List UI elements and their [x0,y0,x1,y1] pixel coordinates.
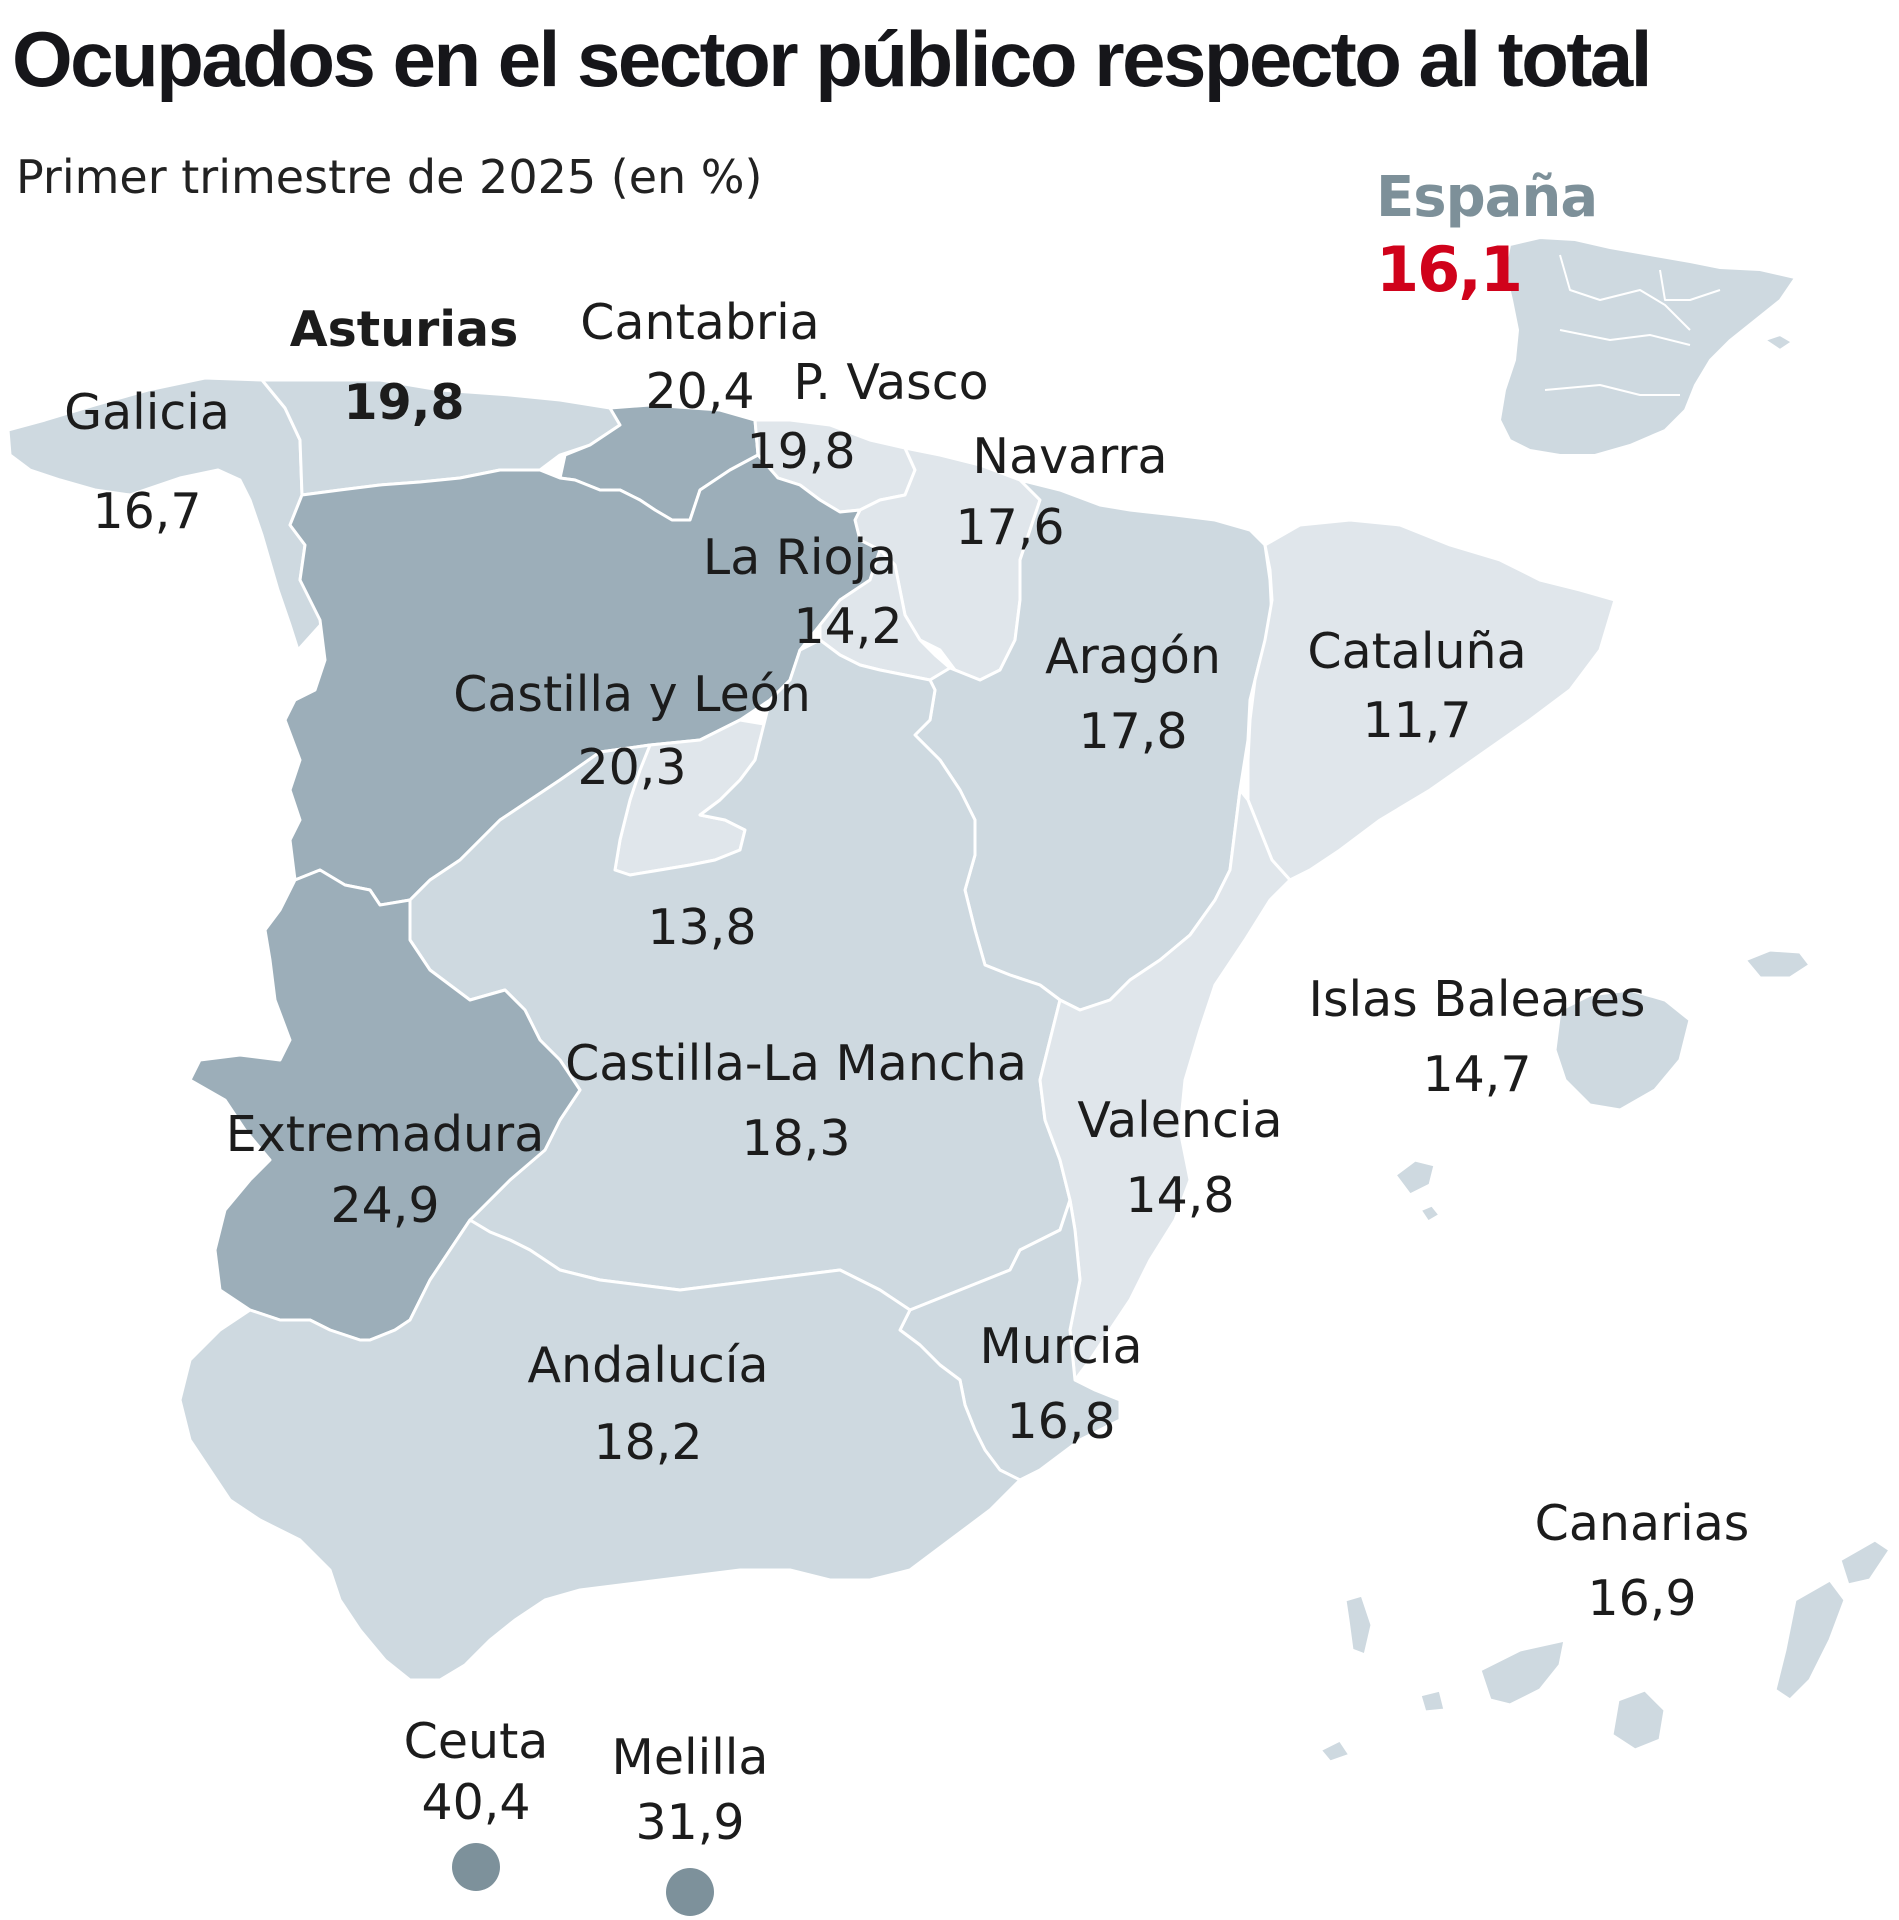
region-value: 18,3 [741,1110,851,1167]
region-name: Galicia [64,384,230,441]
region-name: P. Vasco [793,354,989,411]
region-name: Castilla y León [453,666,811,723]
region-value: 11,7 [1362,692,1472,749]
subtitle: Primer trimestre de 2025 (en %) [16,150,763,204]
label-cantabria: Cantabria 20,4 [580,298,819,416]
region-name: Cataluña [1307,623,1527,680]
label-navarra: Navarra 17,6 [955,432,1167,552]
label-melilla: Melilla 31,9 [612,1733,769,1847]
region-value: 16,9 [1587,1570,1697,1627]
label-castilla-y-leon: Castilla y León 20,3 [453,670,811,792]
region-baleares-menorca [1743,948,1812,980]
region-name: Islas Baleares [1308,971,1646,1028]
region-value: 14,8 [1125,1167,1235,1224]
region-name: Melilla [611,1729,769,1786]
region-name: La Rioja [702,529,898,586]
label-castilla-la-mancha: Castilla-La Mancha 18,3 [565,1039,1027,1163]
region-canarias-el-hierro [1318,1738,1352,1764]
label-baleares: Islas Baleares 14,7 [1309,975,1646,1099]
region-canarias-la-gomera [1418,1688,1447,1714]
locator-map [1499,237,1796,456]
region-name: Ceuta [403,1713,549,1770]
ceuta-dot [452,1843,500,1891]
region-value: 17,8 [1078,703,1188,760]
region-baleares-mallorca [1553,988,1692,1112]
region-value: 16,8 [1006,1393,1116,1450]
melilla-dot [666,1868,714,1916]
region-value: 19,8 [746,423,856,480]
region-name: Asturias [289,301,519,358]
region-value: 31,9 [635,1794,745,1851]
region-canarias-fuerteventura [1773,1578,1847,1702]
region-value: 17,6 [955,499,1065,556]
region-name: Canarias [1534,1495,1750,1552]
label-valencia: Valencia 14,8 [1077,1096,1282,1220]
region-value: 20,4 [645,363,755,420]
label-asturias: Asturias 19,8 [290,305,519,427]
label-ceuta: Ceuta 40,4 [404,1717,549,1827]
region-name: Andalucía [527,1337,769,1394]
region-value: 13,8 [647,899,757,956]
label-pais-vasco: P. Vasco 19,8 [746,358,988,476]
region-value: 14,2 [793,598,903,655]
region-baleares-formentera [1418,1203,1442,1224]
region-cataluna [1246,518,1617,882]
label-murcia: Murcia 16,8 [980,1322,1143,1446]
region-canarias-tenerife [1478,1638,1567,1707]
region-name: Cantabria [580,294,820,351]
region-name: Castilla-La Mancha [565,1035,1027,1092]
label-extremadura: Extremadura 24,9 [226,1110,544,1230]
region-name: Extremadura [225,1106,545,1163]
region-andalucia [178,1218,1022,1682]
label-cataluna: Cataluña 11,7 [1307,627,1526,745]
region-value: 14,7 [1422,1046,1532,1103]
region-value: 18,2 [593,1414,703,1471]
region-canarias-lanzarote [1838,1538,1892,1587]
region-name: Navarra [972,428,1168,485]
region-name: Valencia [1077,1092,1283,1149]
region-value: 24,9 [330,1177,440,1234]
label-galicia: Galicia 16,7 [64,388,230,536]
region-value: 16,7 [92,483,202,540]
page-title: Ocupados en el sector público respecto a… [12,15,1652,103]
region-canarias-la-palma [1343,1593,1374,1657]
national-value: 16,1 [1376,233,1523,306]
region-value: 40,4 [421,1774,531,1831]
label-andalucia: Andalucía 18,2 [528,1341,769,1467]
region-baleares-ibiza [1393,1158,1437,1197]
region-name: Aragón [1045,628,1221,685]
national-name: España [1376,165,1598,230]
region-value: 20,3 [577,739,687,796]
label-la-rioja: La Rioja 14,2 [703,533,903,651]
label-aragon: Aragón 17,8 [1045,632,1221,756]
region-canarias-gran-canaria [1610,1688,1667,1752]
label-canarias: Canarias 16,9 [1535,1499,1750,1623]
region-value: 19,8 [343,374,465,431]
region-name: Murcia [979,1318,1143,1375]
label-madrid: 13,8 [647,903,756,952]
